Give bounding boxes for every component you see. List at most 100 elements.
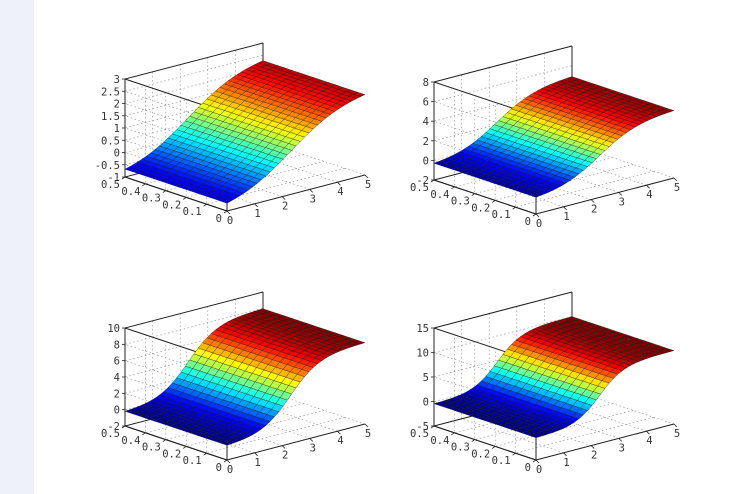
z-tick-label: 0 — [423, 397, 429, 409]
y-tick-label: 0.4 — [121, 186, 140, 198]
z-tick-label: -1 — [107, 172, 120, 184]
surface-cell — [352, 340, 366, 345]
x-grid-line — [152, 320, 255, 454]
y-tick-label: 0.2 — [162, 199, 181, 211]
z-tick-label: 6 — [423, 97, 429, 109]
x-tick — [254, 452, 258, 457]
x-grid-line — [516, 60, 619, 193]
y-tick-label: 0.4 — [430, 435, 449, 447]
y-tick-label: 0.3 — [451, 196, 470, 208]
y-axis-line — [433, 425, 537, 461]
x-tick — [646, 430, 650, 435]
y-tick — [471, 439, 476, 442]
z-tick-label: -5 — [416, 421, 429, 433]
surface-mesh — [124, 308, 366, 446]
y-tick-label: 0.5 — [101, 179, 120, 191]
y-tick-label: 0 — [216, 462, 222, 474]
x-axis-line — [535, 177, 675, 215]
z-tick-label: 2 — [423, 136, 429, 148]
x-tick — [364, 174, 369, 179]
z-tick-label: 3 — [114, 74, 120, 86]
x-tick — [646, 184, 650, 189]
x-tick — [673, 423, 678, 428]
x-tick-label: 5 — [365, 179, 371, 191]
x-tick-label: 2 — [591, 204, 597, 216]
y-tick — [512, 206, 516, 210]
y-tick — [182, 197, 187, 200]
y-tick-label: 0.1 — [183, 455, 202, 467]
x-tick-label: 4 — [337, 435, 343, 447]
y-tick-label: 0.4 — [121, 435, 140, 447]
y-tick — [491, 200, 496, 203]
z-tick-label: 0 — [114, 148, 120, 160]
x-tick-label: 1 — [254, 457, 260, 469]
x-tick — [673, 177, 678, 182]
z-tick-label: 5 — [423, 372, 429, 384]
z-tick-label: 2 — [114, 388, 120, 400]
y-tick-label: 0.5 — [410, 182, 429, 194]
x-tick-label: 1 — [254, 208, 260, 220]
x-tick — [281, 445, 286, 449]
y-tick-label: 0 — [525, 462, 531, 474]
y-tick — [512, 452, 516, 456]
surface-subplot-1: 01234500.10.20.30.40.5-1-0.500.511.522.5… — [95, 42, 371, 227]
axes: 0 1 2 3 4 5 0 0.10.20.30.40.5-2 0 2 4 6 8 — [410, 77, 680, 230]
x-tick-label: 5 — [674, 182, 680, 194]
surface-mesh — [433, 316, 675, 438]
x-grid-line — [544, 53, 647, 186]
z-tick-label: -2 — [416, 175, 429, 187]
surface-mesh — [433, 76, 675, 198]
figure-canvas: 0 1 2 3 4 5 0 0.1 0.2 0.3 0.4 0.5 -1 -0.5 0 0.5 1 1.5 2 2.5… — [34, 0, 731, 494]
y-tick — [162, 439, 167, 442]
x-tick-label: 3 — [310, 442, 316, 454]
x-tick — [337, 430, 341, 435]
y-tick — [203, 452, 207, 456]
y-tick-label: 0.2 — [471, 448, 490, 460]
x-axis-line — [226, 423, 366, 461]
x-tick-label: 0 — [536, 464, 542, 476]
x-tick — [590, 199, 595, 203]
y-axis-line — [124, 176, 228, 212]
z-tick-label: 15 — [416, 323, 429, 335]
x-tick-label: 4 — [646, 189, 652, 201]
left-panel-strip — [0, 0, 34, 494]
x-tick — [535, 459, 540, 464]
x-tick — [618, 192, 623, 196]
x-grid-line — [461, 320, 564, 454]
x-tick — [309, 438, 314, 442]
box-edge — [433, 45, 573, 83]
surface-plot-grid: 01234500.10.20.30.40.5-1-0.500.511.522.5… — [95, 42, 680, 476]
surface-subplot-4: 0 1 2 3 4 5 0 0.10.20.30.40.5-5 0 5 10 15 — [410, 291, 680, 476]
surface-mesh — [124, 60, 366, 204]
x-tick — [563, 452, 567, 457]
z-tick-label: -0.5 — [95, 160, 120, 172]
box-edge — [433, 291, 573, 329]
x-tick-label: 3 — [310, 193, 316, 205]
x-tick-label: 1 — [563, 457, 569, 469]
z-tick-label: 8 — [114, 339, 120, 351]
axes: 0 1 2 3 4 5 0 0.10.20.30.40.5-5 0 5 10 15 — [410, 323, 680, 476]
z-tick-label: 8 — [423, 77, 429, 89]
x-grid-line — [207, 57, 310, 190]
y-tick-label: 0.4 — [430, 189, 449, 201]
y-tick-label: 0.2 — [162, 448, 181, 460]
x-tick — [364, 423, 369, 428]
x-tick — [226, 210, 231, 215]
y-tick-label: 0.1 — [183, 206, 202, 218]
z-tick-label: 1.5 — [101, 111, 120, 123]
y-tick-label: 0.3 — [142, 442, 161, 454]
y-tick — [532, 213, 537, 217]
y-axis-line — [124, 425, 228, 461]
y-tick-label: 0.3 — [451, 442, 470, 454]
x-tick — [563, 206, 567, 211]
x-tick — [618, 438, 623, 442]
surface-subplot-2: 0 1 2 3 4 5 0 0.10.20.30.40.5-2 0 2 4 6 8 — [410, 45, 680, 230]
box-edge — [124, 42, 264, 80]
y-tick — [142, 183, 146, 187]
surface-cell — [352, 92, 366, 97]
y-tick-label: 0.3 — [142, 193, 161, 205]
y-tick — [451, 432, 455, 436]
z-tick-label: 0 — [423, 155, 429, 167]
y-tick-label: 0.1 — [492, 455, 511, 467]
y-tick — [491, 446, 496, 449]
